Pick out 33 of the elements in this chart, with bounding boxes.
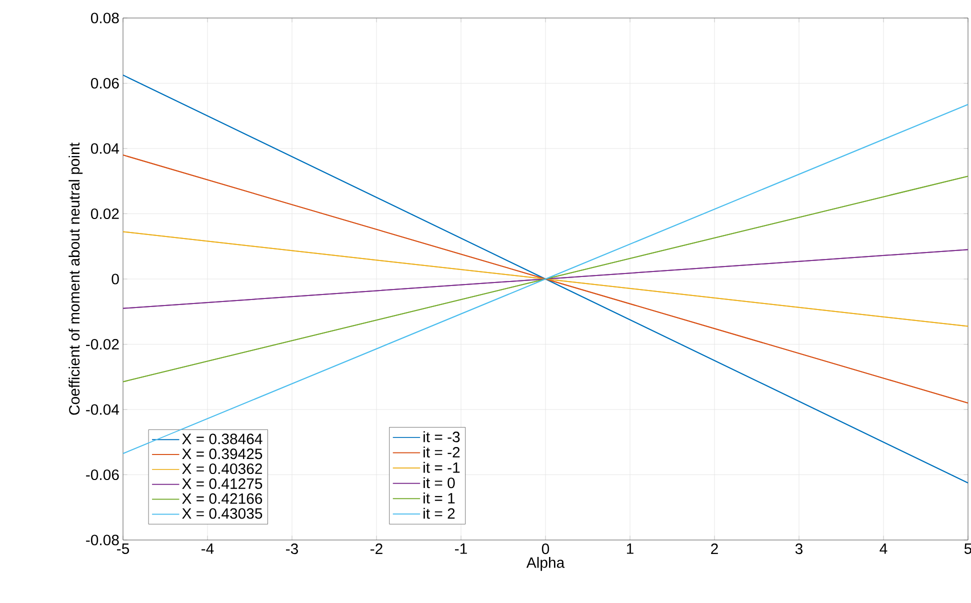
legend-label: X = 0.39425 [182,448,262,460]
x-tick-label: -2 [370,544,382,554]
legend-label: it = -3 [424,431,460,442]
legend-label: X = 0.41275 [182,478,262,489]
y-tick-label: 0.06 [90,78,119,89]
y-axis-title: Coefficient of moment about neutral point [68,142,83,415]
x-tick-label: 2 [711,544,718,554]
legend-label: it = 0 [424,477,455,488]
y-tick-label: 0.04 [90,143,120,154]
y-tick-label: 0.08 [90,12,119,24]
legend-label: it = 2 [424,508,455,519]
y-tick-label: -0.04 [86,404,120,415]
x-tick-label: 3 [795,544,802,554]
x-tick-label: -5 [117,544,130,554]
x-tick-label: 4 [880,544,888,554]
legend-label: it = 1 [424,492,455,504]
x-tick-label: 0 [542,544,550,554]
x-tick-label: -4 [202,544,214,554]
x-axis-title: Alpha [526,556,565,571]
legend-label: X = 0.38464 [182,434,262,444]
y-tick-label: -0.06 [86,469,119,480]
x-tick-label: -3 [286,544,298,554]
legend-label: X = 0.42166 [182,493,262,504]
x-tick-label: -1 [455,544,467,554]
legend-label: it = -1 [424,462,460,473]
y-tick-label: 0.02 [90,208,119,220]
x-tick-label: 1 [626,544,634,554]
legend-label: X = 0.43035 [182,508,262,519]
legend-label: it = -2 [424,446,460,458]
legend-label: X = 0.40362 [182,463,262,474]
y-tick-label: 0 [112,274,119,284]
y-tick-label: -0.02 [86,338,119,350]
y-tick-label: -0.08 [86,534,119,546]
